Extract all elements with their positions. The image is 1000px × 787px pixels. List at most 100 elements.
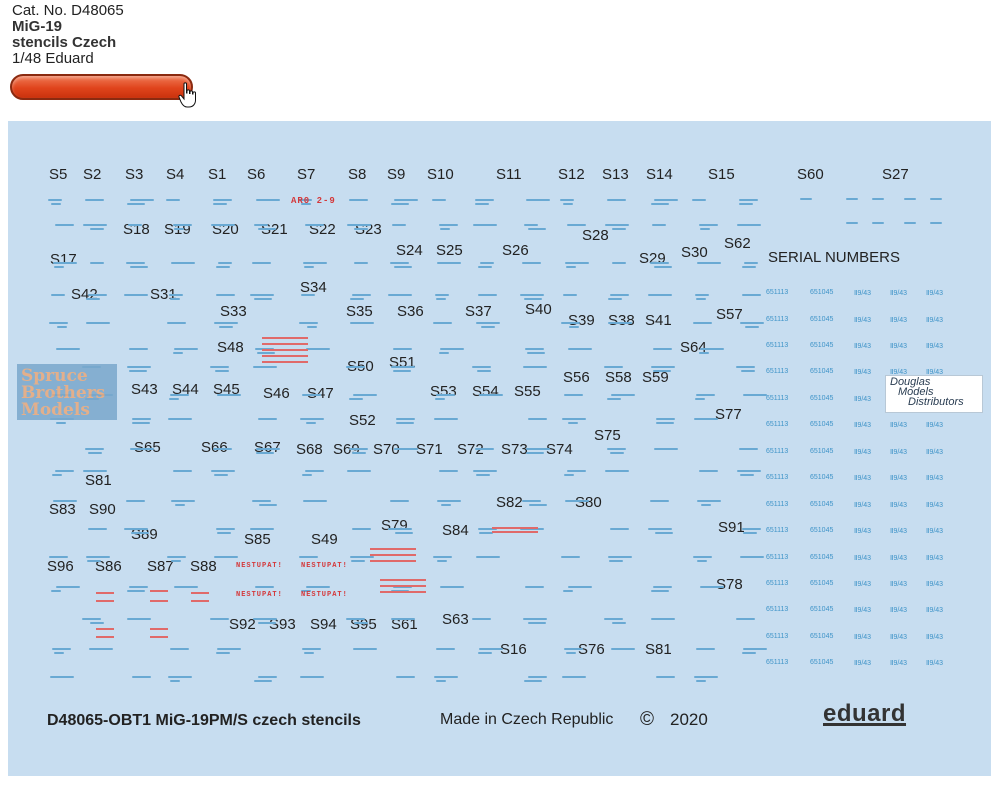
- stencil-mark: [609, 560, 623, 562]
- stencil-mark: [300, 418, 324, 420]
- stencil-mark: [520, 528, 544, 530]
- stencil-mark: [478, 528, 497, 530]
- stencil-mark: [740, 474, 754, 476]
- decal-number-label: S55: [514, 383, 541, 400]
- stencil-mark: [568, 348, 592, 350]
- stencil-mark: [742, 294, 761, 296]
- stencil-mark: [608, 298, 622, 300]
- stencil-mark: [128, 224, 142, 226]
- stencil-mark: [130, 266, 148, 268]
- stencil-mark: [129, 586, 148, 588]
- stencil-mark: [349, 398, 363, 400]
- stencil-mark: [569, 326, 579, 328]
- orange-action-button[interactable]: [10, 74, 193, 100]
- stencil-mark: [85, 199, 104, 201]
- stencil-mark: [930, 198, 942, 200]
- serial-number-decal: Ⅱ9/43: [854, 369, 872, 376]
- stencil-mark: [436, 648, 455, 650]
- stencil-mark: [150, 628, 168, 630]
- stencil-mark: [476, 474, 490, 476]
- decal-number-label: S68: [296, 441, 323, 458]
- decal-number-label: S64: [680, 339, 707, 356]
- stencil-mark: [85, 448, 104, 450]
- decal-number-label: S37: [465, 303, 492, 320]
- stencil-mark: [475, 199, 494, 201]
- serial-number-decal: 651045: [810, 448, 834, 455]
- decal-number-label: S14: [646, 166, 673, 183]
- decal-number-label: S44: [172, 381, 199, 398]
- stencil-mark: [304, 266, 314, 268]
- decal-number-label: S29: [639, 250, 666, 267]
- stencil-mark: [561, 322, 580, 324]
- serial-number-decal: 651113: [766, 633, 789, 640]
- stencil-mark: [216, 528, 235, 530]
- stencil-mark: [607, 398, 621, 400]
- stencil-mark: [528, 418, 547, 420]
- stencil-mark: [742, 266, 756, 268]
- stencil-mark: [262, 343, 308, 345]
- stencil-mark: [435, 398, 445, 400]
- stencil-mark: [254, 298, 272, 300]
- stencil-mark: [654, 266, 672, 268]
- stencil-mark: [435, 294, 449, 296]
- stencil-mark: [562, 676, 586, 678]
- stencil-mark: [216, 266, 230, 268]
- decal-number-label: S4: [166, 166, 185, 183]
- decal-sheet: [8, 121, 991, 776]
- serial-number-decal: Ⅱ9/43: [854, 396, 872, 403]
- serial-number-decal: Ⅱ9/43: [854, 343, 872, 350]
- stencil-mark: [526, 448, 550, 450]
- sheet-code: D48065-OBT1 MiG-19PM/S czech stencils: [47, 712, 361, 729]
- serial-number-decal: Ⅱ9/43: [926, 369, 944, 376]
- serial-number-decal: 651113: [766, 606, 789, 613]
- stencil-mark: [53, 262, 77, 264]
- decal-number-label: S6: [247, 166, 266, 183]
- stencil-mark: [370, 548, 416, 550]
- stencil-mark: [170, 648, 189, 650]
- serial-number-decal: Ⅱ9/43: [890, 290, 908, 297]
- decal-number-label: S94: [310, 616, 337, 633]
- stencil-mark: [53, 500, 77, 502]
- serial-number-decal: Ⅱ9/43: [890, 581, 908, 588]
- serial-number-decal: Ⅱ9/43: [854, 290, 872, 297]
- stencil-mark: [127, 366, 151, 368]
- serial-number-decal: Ⅱ9/43: [854, 660, 872, 667]
- stencil-mark: [528, 622, 546, 624]
- stencil-mark: [481, 326, 495, 328]
- decal-number-label: S3: [125, 166, 144, 183]
- decal-number-label: S66: [201, 440, 228, 456]
- decal-number-label: S33: [220, 303, 247, 320]
- decal-number-label: S92: [229, 616, 256, 633]
- stencil-mark: [612, 622, 626, 624]
- stencil-mark: [213, 203, 227, 205]
- decal-number-label: S85: [244, 531, 271, 548]
- stencil-mark: [351, 560, 365, 562]
- red-stencil-text: AR0 2-9: [291, 196, 336, 206]
- decal-number-label: S45: [213, 381, 240, 398]
- stencil-mark: [736, 366, 755, 368]
- stencil-mark: [476, 556, 500, 558]
- stencil-mark: [561, 556, 580, 558]
- stencil-mark: [127, 618, 151, 620]
- decal-number-label: S49: [311, 531, 338, 548]
- model-name: MiG-19: [12, 18, 63, 35]
- decal-number-label: S8: [348, 166, 367, 183]
- stencil-mark: [564, 648, 583, 650]
- stencil-mark: [96, 636, 114, 638]
- serial-number-decal: Ⅱ9/43: [926, 607, 944, 614]
- stencil-mark: [694, 676, 718, 678]
- stencil-mark: [562, 418, 586, 420]
- decal-number-label: S60: [797, 166, 824, 183]
- serial-number-decal: Ⅱ9/43: [890, 528, 908, 535]
- decal-number-label: S72: [457, 441, 484, 458]
- decal-number-label: S34: [300, 279, 327, 296]
- stencil-mark: [370, 560, 416, 562]
- stencil-mark: [86, 322, 110, 324]
- stencil-mark: [52, 648, 71, 650]
- stencil-mark: [523, 366, 547, 368]
- decal-number-label: S38: [608, 312, 635, 329]
- stencil-mark: [473, 224, 497, 226]
- stencil-mark: [475, 203, 489, 205]
- stencil-mark: [174, 228, 184, 230]
- stencil-mark: [437, 262, 461, 264]
